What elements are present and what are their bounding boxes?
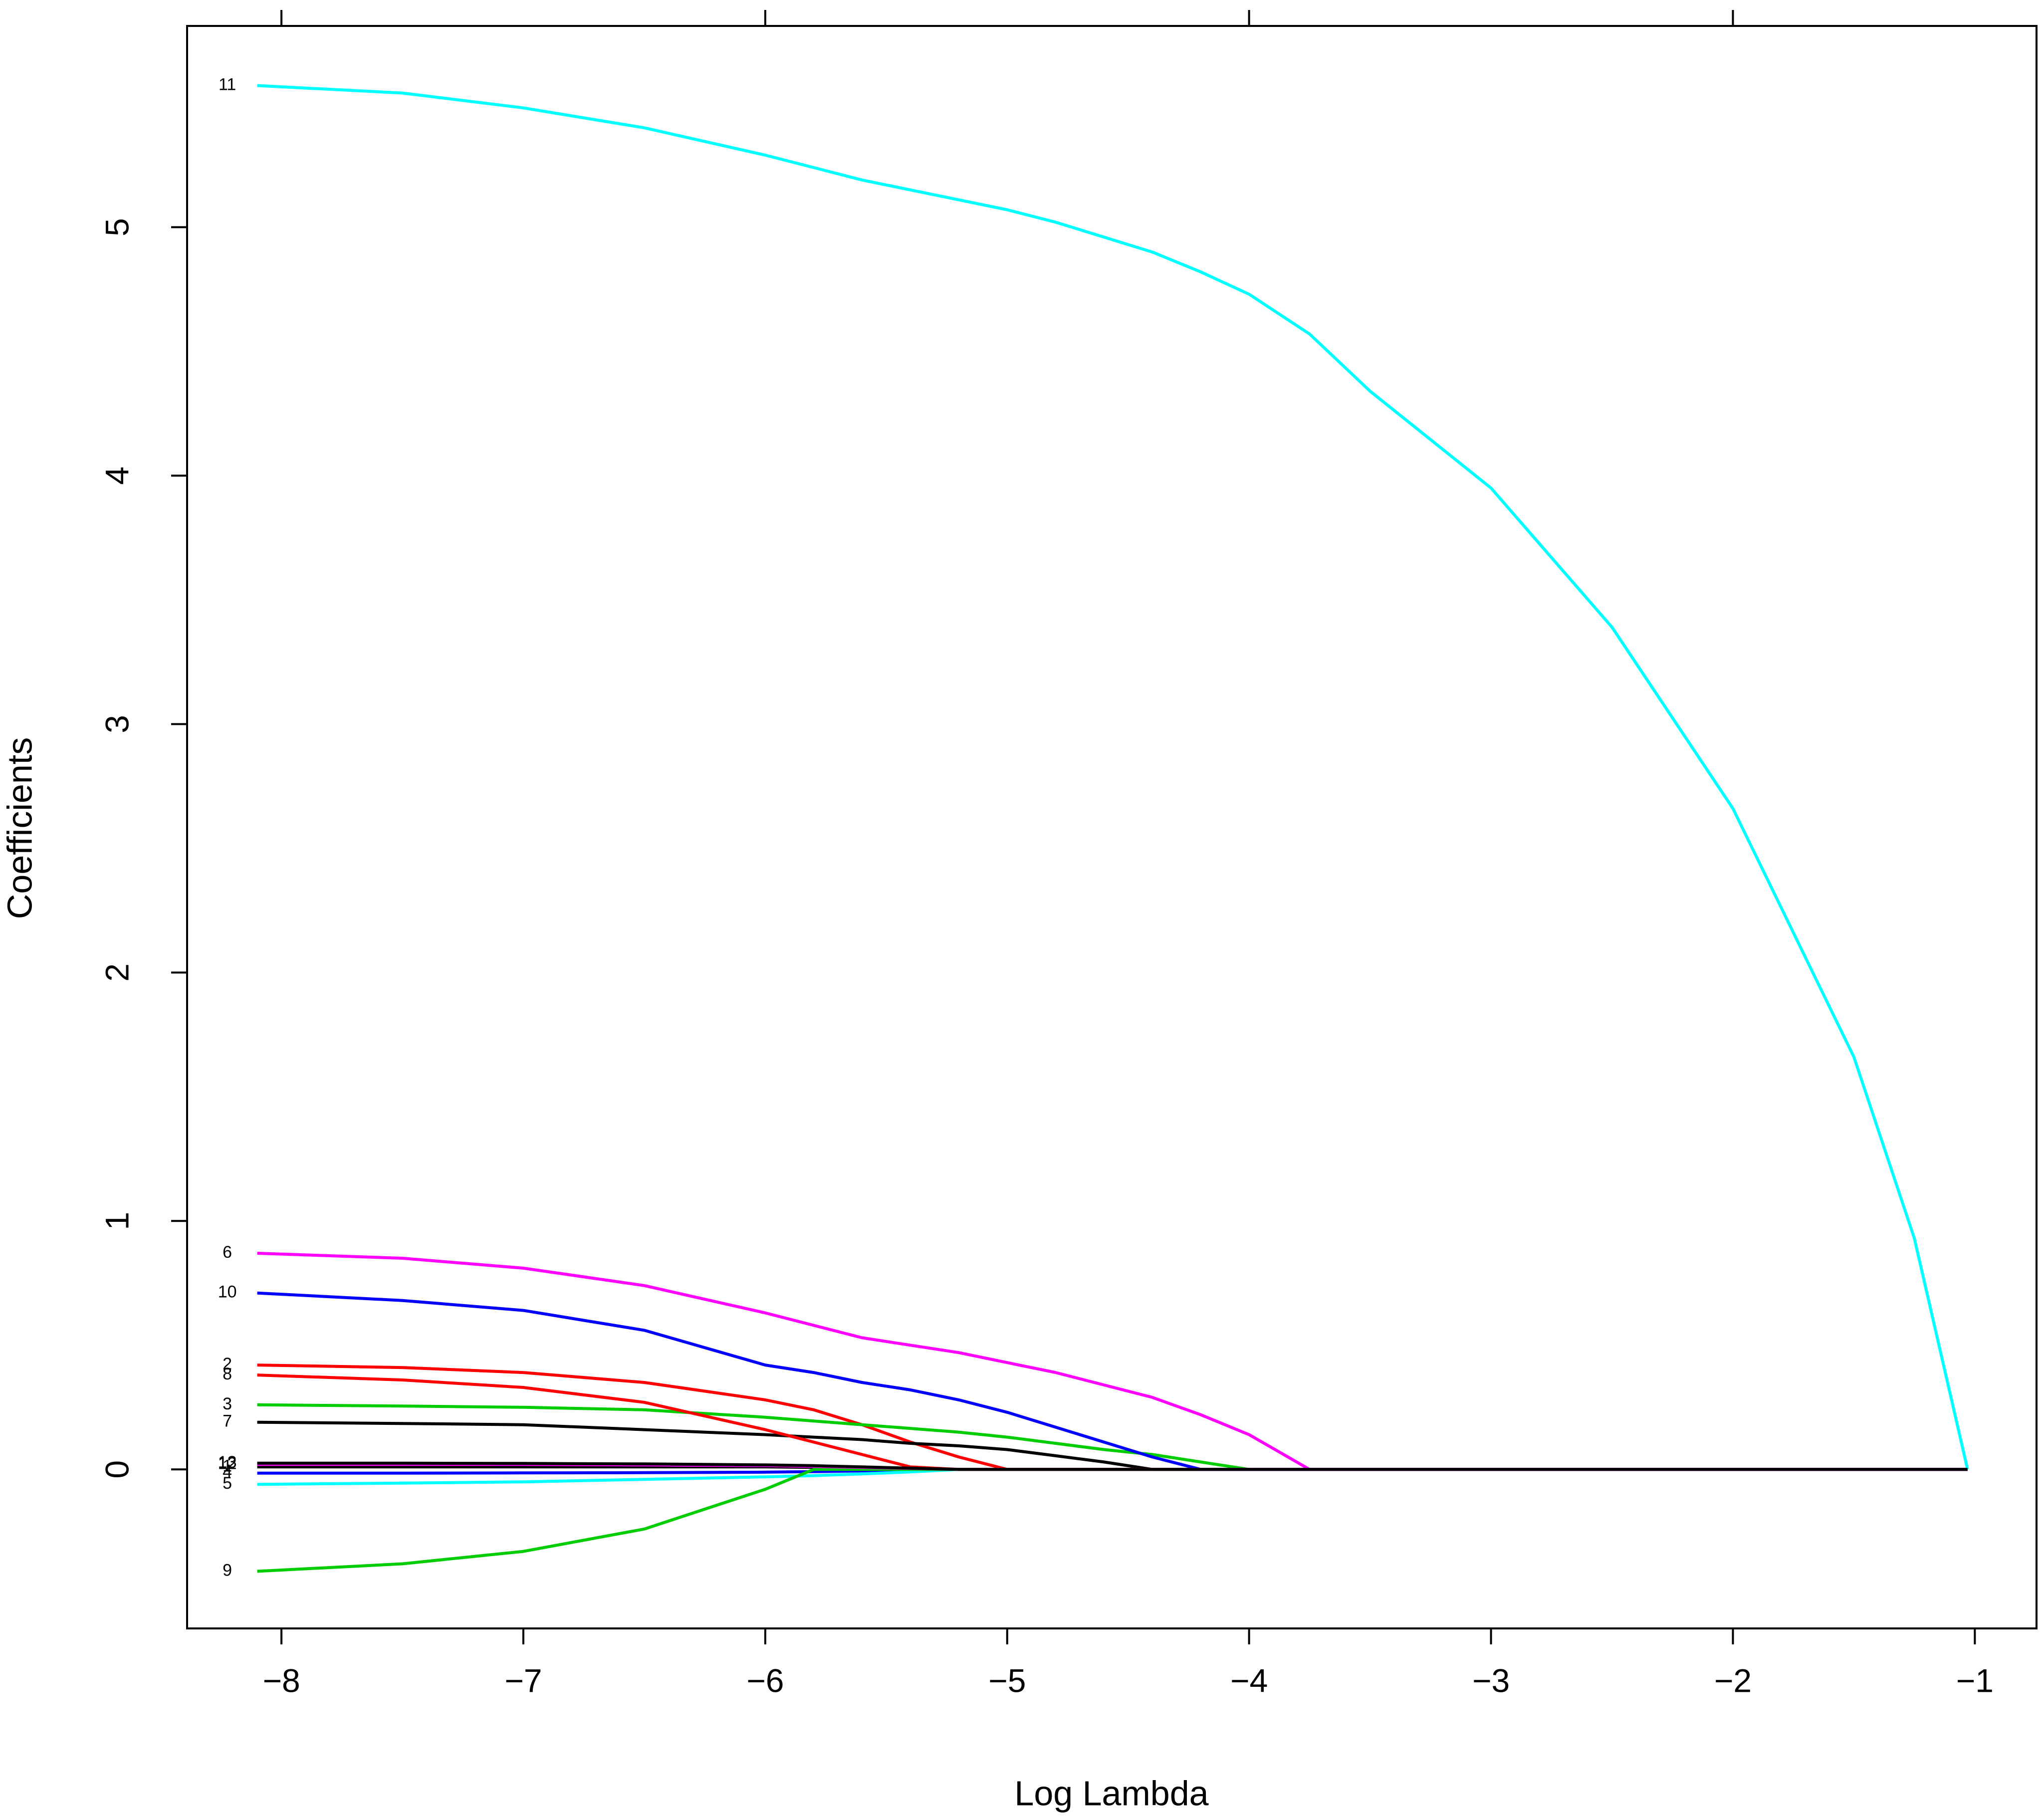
series-line [257,1468,1968,1573]
x-axis-title: Log Lambda [1014,1774,1208,1813]
x-tick-label: −7 [504,1662,542,1699]
y-tick-label: 5 [98,218,135,236]
y-tick-label: 2 [98,963,135,982]
x-tick-label: −8 [262,1662,300,1699]
series-label: 10 [218,1283,237,1302]
x-tick-label: −5 [988,1662,1026,1699]
plot-frame [186,25,2038,1629]
series-label: 4 [223,1463,232,1482]
series-line [257,1364,1968,1471]
series-line [257,84,1969,1470]
x-tick-label: −3 [1472,1662,1510,1699]
series-line [257,1252,1968,1471]
series-label: 7 [223,1412,232,1431]
y-tick-label: 4 [98,466,135,485]
series-label: 13 [218,1453,237,1472]
y-tick-label: 1 [98,1212,135,1230]
series-label: 3 [223,1394,232,1413]
series-label: 12 [218,1454,237,1473]
series-label: 5 [223,1474,232,1493]
series-line [257,1403,1968,1471]
series-label: 2 [223,1355,232,1373]
y-tick-label: 3 [98,715,135,733]
series-label: 6 [223,1243,232,1262]
series-line [257,1373,1968,1471]
x-tick-label: −6 [746,1662,784,1699]
x-tick-label: −1 [1956,1662,1994,1699]
y-axis-title: Coefficients [0,737,39,919]
series-label: 1 [223,1456,232,1475]
series-line [257,1461,1968,1471]
series-line [257,1291,1968,1471]
x-tick-label: −4 [1230,1662,1268,1699]
series-label: 9 [223,1561,232,1580]
series-label: 8 [223,1365,232,1383]
x-tick-label: −2 [1714,1662,1752,1699]
y-tick-label: 0 [98,1460,135,1479]
series-label: 11 [219,75,236,94]
